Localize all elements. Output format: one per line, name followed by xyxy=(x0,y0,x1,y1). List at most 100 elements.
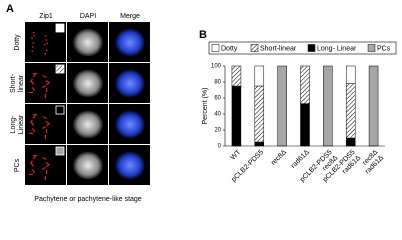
footer: Pachytene or pachytene-like stage xyxy=(34,196,142,203)
signal xyxy=(31,86,35,92)
nucleus xyxy=(115,69,145,98)
legend-swatch xyxy=(367,44,376,52)
signal xyxy=(46,123,51,127)
signal xyxy=(33,34,36,37)
nucleus xyxy=(73,110,103,139)
nucleus xyxy=(115,151,145,180)
signal xyxy=(42,74,47,78)
legend-label: Dotty xyxy=(221,45,238,52)
column-header: Merge xyxy=(120,13,140,20)
x-tick-line: WT xyxy=(229,148,242,161)
inset xyxy=(55,23,65,33)
nucleus xyxy=(115,28,145,57)
bar-segment xyxy=(254,85,265,143)
signal xyxy=(31,50,33,52)
bar-segment xyxy=(231,65,242,87)
signal xyxy=(46,49,48,51)
signal xyxy=(46,170,48,174)
signal xyxy=(29,132,33,134)
signal xyxy=(29,160,34,165)
y-tick-label: 100 xyxy=(211,64,222,70)
signal xyxy=(33,155,37,160)
signal xyxy=(46,164,51,168)
bar-segment xyxy=(254,65,265,87)
signal xyxy=(29,91,33,93)
legend-label: PCs xyxy=(377,45,391,52)
bar-segment xyxy=(345,83,356,139)
signal xyxy=(29,119,33,124)
signal xyxy=(46,42,49,45)
row-label: Short-linear xyxy=(10,73,25,93)
y-tick-label: 40 xyxy=(214,112,221,118)
signal xyxy=(45,120,50,125)
panel-label: A xyxy=(6,3,14,15)
signal xyxy=(44,53,46,55)
legend-label: Long- Linear xyxy=(317,45,357,52)
legend-swatch xyxy=(307,44,316,52)
x-tick-label: rec8Δ xyxy=(270,149,288,167)
signal xyxy=(45,80,50,84)
signal xyxy=(32,41,35,44)
signal xyxy=(31,169,36,174)
y-axis-label: Percent (%) xyxy=(202,88,209,125)
row-label: Long-Linear xyxy=(10,114,25,134)
bar-segment xyxy=(323,65,333,147)
inset xyxy=(55,64,65,74)
y-tick-label: 80 xyxy=(214,80,221,86)
signal xyxy=(30,80,35,86)
x-tick-label: WT xyxy=(229,148,242,161)
x-tick-line: rec8Δ xyxy=(270,149,288,167)
signal xyxy=(33,73,37,78)
bar-segment xyxy=(368,65,379,147)
signal xyxy=(44,34,47,37)
inset xyxy=(55,105,65,115)
signal xyxy=(46,88,48,92)
signal xyxy=(41,84,46,89)
nucleus xyxy=(73,151,103,180)
panel-label: B xyxy=(199,29,207,41)
micrographs: Zip1 DAPI Merge Dotty Short-linear Long-Linea… xyxy=(10,13,150,203)
signal xyxy=(32,114,37,119)
bar-segment xyxy=(345,65,356,84)
inset xyxy=(55,146,65,156)
row-label: Dotty xyxy=(14,34,21,51)
signal xyxy=(46,129,48,133)
legend-swatch xyxy=(211,44,220,52)
bar-segment xyxy=(345,137,356,147)
row-label: PCs xyxy=(14,158,21,172)
nucleus xyxy=(115,110,145,139)
signal xyxy=(31,46,34,49)
signal xyxy=(45,162,50,166)
bar-segment xyxy=(300,103,310,147)
signal xyxy=(41,166,46,170)
x-tick-line: rad61Δ xyxy=(290,149,311,170)
signal xyxy=(29,78,34,83)
bar-segment xyxy=(254,141,265,147)
y-tick-label: 0 xyxy=(218,144,222,150)
figure: A B Zip1 DAPI Merge Dotty Short-linear Long-L… xyxy=(6,3,397,203)
column-header: Zip1 xyxy=(39,13,53,20)
x-tick-label: rec8Δrad61Δ xyxy=(358,149,385,176)
x-tick-label: rad61Δ xyxy=(290,149,311,170)
legend-swatch xyxy=(250,44,259,52)
bar-segment xyxy=(231,85,242,147)
signal xyxy=(30,37,33,40)
bar-segment xyxy=(300,65,310,104)
signal xyxy=(31,127,35,133)
signal xyxy=(42,115,47,120)
signal xyxy=(33,32,35,34)
signal xyxy=(41,125,46,129)
signal xyxy=(29,173,33,175)
signal xyxy=(45,39,48,42)
signal xyxy=(43,43,46,46)
column-header: DAPI xyxy=(80,13,96,20)
signal xyxy=(31,121,35,127)
signal xyxy=(44,176,46,180)
signal xyxy=(42,156,47,161)
signal xyxy=(44,135,46,139)
signal xyxy=(46,82,51,86)
y-tick-label: 60 xyxy=(214,96,221,102)
legend-label: Short-linear xyxy=(260,45,297,52)
chart: Percent (%) 0 20 40 60 80 100 Dotty Short-linear… xyxy=(202,41,397,183)
nucleus xyxy=(73,69,103,98)
